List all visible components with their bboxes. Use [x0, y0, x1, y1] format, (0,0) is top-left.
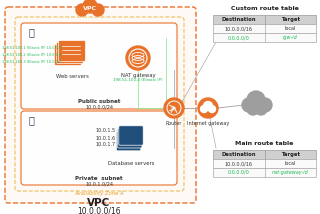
- Circle shape: [258, 98, 272, 112]
- Text: igw-id: igw-id: [283, 35, 298, 40]
- FancyBboxPatch shape: [21, 111, 177, 185]
- Text: nat-gateway-id: nat-gateway-id: [272, 170, 308, 175]
- Circle shape: [83, 0, 97, 13]
- Text: Internet gateway: Internet gateway: [187, 121, 229, 126]
- Circle shape: [92, 4, 104, 16]
- Circle shape: [247, 103, 259, 115]
- Text: VPC: VPC: [83, 6, 97, 10]
- Text: Destination: Destination: [221, 152, 256, 157]
- Text: Router: Router: [166, 121, 182, 126]
- Circle shape: [204, 101, 212, 110]
- Text: 10.0.0.0/16: 10.0.0.0/16: [225, 161, 253, 166]
- Text: Target: Target: [281, 17, 300, 22]
- Bar: [213, 168, 316, 177]
- Text: 198.51.100.3 (Elastic IP) 10.0.0.7: 198.51.100.3 (Elastic IP) 10.0.0.7: [2, 60, 61, 64]
- Bar: [213, 33, 316, 42]
- Text: Main route table: Main route table: [235, 141, 294, 146]
- Text: 10.0.1.6: 10.0.1.6: [95, 135, 115, 141]
- Text: Availability Zone A: Availability Zone A: [74, 191, 124, 196]
- FancyBboxPatch shape: [5, 7, 196, 203]
- Text: VPC: VPC: [87, 198, 111, 208]
- Text: 10.0.1.5: 10.0.1.5: [95, 128, 115, 134]
- Circle shape: [209, 106, 215, 113]
- Circle shape: [76, 4, 88, 16]
- FancyBboxPatch shape: [119, 126, 143, 145]
- Text: 0.0.0.0/0: 0.0.0.0/0: [228, 35, 250, 40]
- Text: 10.0.1.0/24: 10.0.1.0/24: [85, 181, 113, 186]
- Text: local: local: [284, 161, 296, 166]
- Text: 0.0.0.0/0: 0.0.0.0/0: [228, 170, 250, 175]
- Bar: [213, 15, 316, 24]
- Text: Destination: Destination: [221, 17, 256, 22]
- Text: 198.51.100.1 (Elastic IP) 10.0.0.5: 198.51.100.1 (Elastic IP) 10.0.0.5: [2, 46, 61, 50]
- Circle shape: [126, 46, 150, 70]
- Text: NAT gateway: NAT gateway: [121, 73, 155, 78]
- Text: local: local: [284, 26, 296, 31]
- Bar: [213, 150, 316, 159]
- FancyBboxPatch shape: [57, 43, 84, 64]
- Text: 10.0.0.0/16: 10.0.0.0/16: [225, 26, 253, 31]
- FancyBboxPatch shape: [21, 23, 177, 109]
- Text: Public subnet: Public subnet: [78, 99, 120, 104]
- Text: 10.0.0.0/16: 10.0.0.0/16: [77, 207, 121, 214]
- Text: 🔒: 🔒: [28, 27, 34, 37]
- Text: Target: Target: [281, 152, 300, 157]
- Text: Custom route table: Custom route table: [231, 6, 299, 11]
- Text: 198.51.100.4 (Elastic IP): 198.51.100.4 (Elastic IP): [113, 78, 163, 82]
- FancyBboxPatch shape: [118, 129, 142, 148]
- Text: Private  subnet: Private subnet: [75, 176, 123, 181]
- Circle shape: [198, 98, 218, 118]
- Circle shape: [242, 98, 256, 112]
- Circle shape: [255, 103, 267, 115]
- Bar: [213, 159, 316, 168]
- Bar: [213, 24, 316, 33]
- Text: 198.51.100.2 (Elastic IP) 10.0.0.6: 198.51.100.2 (Elastic IP) 10.0.0.6: [2, 53, 61, 57]
- Text: 10.0.0.0/24: 10.0.0.0/24: [85, 104, 113, 109]
- Text: 🔒: 🔒: [28, 115, 34, 125]
- FancyBboxPatch shape: [116, 131, 141, 151]
- Text: Database servers: Database servers: [108, 161, 154, 166]
- Text: 10.0.1.7: 10.0.1.7: [95, 143, 115, 147]
- FancyBboxPatch shape: [54, 45, 82, 65]
- Text: Web servers: Web servers: [56, 74, 88, 79]
- Circle shape: [164, 98, 184, 118]
- FancyBboxPatch shape: [59, 40, 85, 61]
- Circle shape: [247, 91, 265, 109]
- Circle shape: [201, 106, 207, 113]
